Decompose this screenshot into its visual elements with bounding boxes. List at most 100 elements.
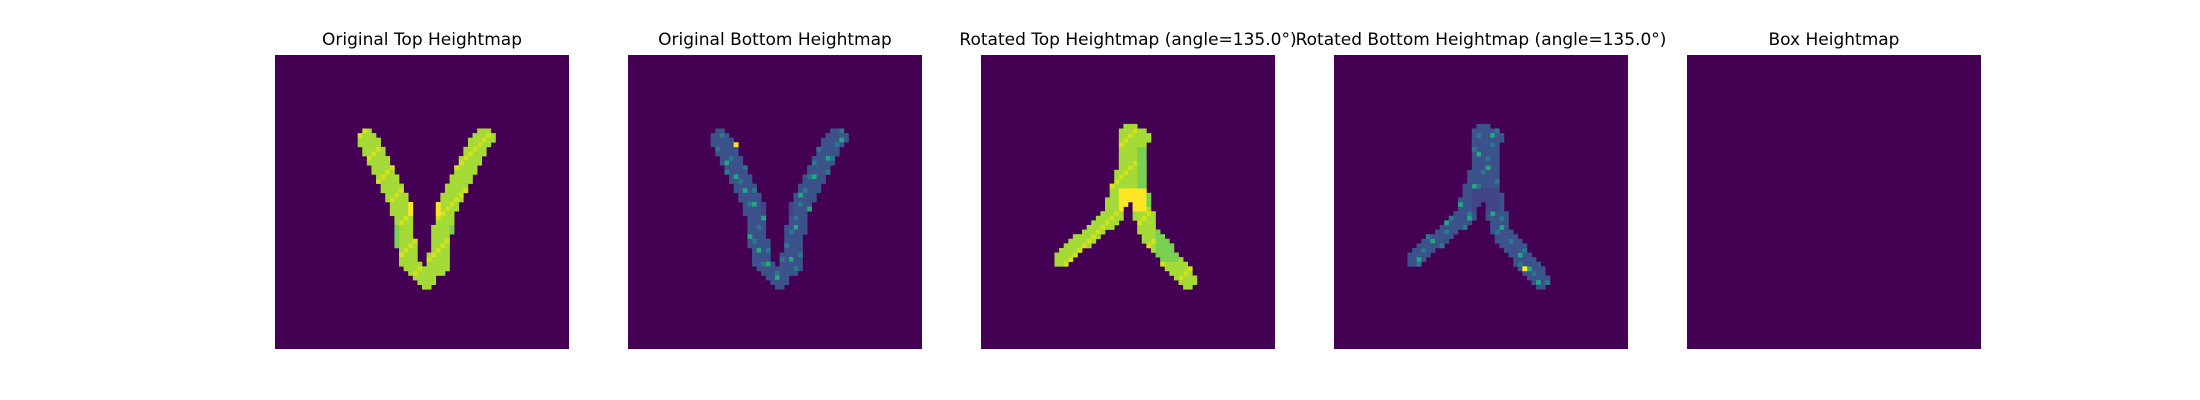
heatmap-cell <box>399 215 404 221</box>
heatmap-cell <box>1490 179 1496 184</box>
heatmap-cell <box>458 160 464 166</box>
heatmap-cell <box>1485 174 1491 180</box>
heatmap-cell <box>449 197 455 203</box>
heatmap-cell <box>1118 215 1124 221</box>
heatmap-cell <box>1494 206 1500 212</box>
heatmap-cell <box>779 284 785 290</box>
heatmap-cell <box>765 247 771 253</box>
heatmap-cell <box>380 160 386 166</box>
heatmap-cell <box>449 220 455 226</box>
heatmap-cell <box>1476 151 1482 157</box>
heatmap-svg <box>981 55 1275 349</box>
heatmap-cell <box>1444 229 1450 235</box>
heatmap-cell <box>1141 192 1147 198</box>
heatmap-cell <box>389 179 395 184</box>
heatmap-cell <box>444 261 450 267</box>
heatmap-cell <box>797 220 803 226</box>
heatmap-cell <box>1164 261 1170 267</box>
heatmap-cell <box>1077 247 1083 253</box>
heatmap-cell <box>1146 238 1152 244</box>
heatmap-cell <box>770 261 776 267</box>
heatmap-cell <box>440 252 446 258</box>
heatmap-cell <box>440 261 446 267</box>
heatmap-cell <box>1068 252 1074 258</box>
heatmap-cell <box>797 266 803 272</box>
heatmap-cell <box>1173 257 1179 263</box>
heatmap-cell <box>1141 234 1147 240</box>
heatmap-cell <box>1517 252 1523 258</box>
heatmap-cell <box>1494 174 1500 180</box>
heatmap-cell <box>1054 261 1060 267</box>
heatmap-cell <box>779 275 785 281</box>
heatmap-cell <box>719 151 725 157</box>
heatmap-cell <box>1471 142 1477 148</box>
heatmap-cell <box>1183 270 1189 276</box>
heatmap-cell <box>1416 257 1422 263</box>
heatmap-cell <box>807 192 813 198</box>
heatmap-cell <box>1421 252 1427 258</box>
heatmap-cell <box>797 211 803 217</box>
heatmap-cell <box>1526 266 1532 272</box>
heatmap-cell <box>1123 128 1129 134</box>
heatmap-cell <box>412 266 418 272</box>
heatmap-cell <box>426 261 432 267</box>
heatmap-cell <box>458 169 464 175</box>
heatmap-cell <box>408 257 414 263</box>
heatmap-cell <box>1132 215 1138 221</box>
heatmap-cell <box>399 197 404 203</box>
heatmap-cell <box>1068 257 1074 263</box>
heatmap-cell <box>793 215 799 221</box>
heatmap-cell <box>385 197 391 203</box>
heatmap-cell <box>1118 142 1124 148</box>
heatmap-cell <box>431 257 437 263</box>
heatmap-cell <box>463 179 469 184</box>
heatmap-cell <box>481 142 487 148</box>
heatmap-cell <box>729 169 734 175</box>
heatmap-cell <box>454 165 460 171</box>
heatmap-cell <box>1494 183 1500 189</box>
heatmap-cell <box>1150 234 1156 240</box>
heatmap-cell <box>1054 257 1060 263</box>
heatmap-cell <box>752 234 757 240</box>
heatmap-cell <box>747 243 753 249</box>
heatmap-cell <box>738 156 744 161</box>
heatmap-cell <box>394 192 400 198</box>
heatmap-cell <box>733 174 739 180</box>
heatmap-cell <box>1471 188 1477 194</box>
heatmap-cell <box>477 133 483 138</box>
heatmap-svg <box>1334 55 1628 349</box>
heatmap-cell <box>788 220 794 226</box>
heatmap-cell <box>1476 192 1482 198</box>
heatmap-cell <box>1476 169 1482 175</box>
heatmap-cell <box>1499 206 1505 212</box>
heatmap-cell <box>1485 206 1491 212</box>
heatmap-cell <box>1132 179 1138 184</box>
heatmap-cell <box>742 165 748 171</box>
heatmap-cell <box>1476 137 1482 143</box>
heatmap-cell <box>761 270 767 276</box>
heatmap-cell <box>376 179 381 184</box>
heatmap-cell <box>1513 257 1519 263</box>
heatmap-cell <box>394 238 400 244</box>
heatmap-cell <box>742 179 748 184</box>
heatmap-cell <box>1091 234 1097 240</box>
heatmap-cell <box>793 224 799 230</box>
heatmap-cell <box>1476 142 1482 148</box>
heatmap-cell <box>1517 257 1523 263</box>
heatmap-cell <box>385 174 391 180</box>
heatmap-cell <box>1178 261 1184 267</box>
heatmap-cell <box>1435 229 1440 235</box>
heatmap-cell <box>784 266 790 272</box>
heatmap-cell <box>394 202 400 207</box>
heatmap-cell <box>802 179 808 184</box>
heatmap-cell <box>825 142 831 148</box>
heatmap-cell <box>816 174 822 180</box>
heatmap-cell <box>742 206 748 212</box>
heatmap-cell <box>752 202 757 207</box>
heatmap-cell <box>715 146 721 152</box>
heatmap-cell <box>477 151 483 157</box>
heatmap-cell <box>1485 192 1491 198</box>
heatmap-cell <box>366 128 372 134</box>
heatmap-cell <box>1164 257 1170 263</box>
heatmap-cell <box>1146 224 1152 230</box>
